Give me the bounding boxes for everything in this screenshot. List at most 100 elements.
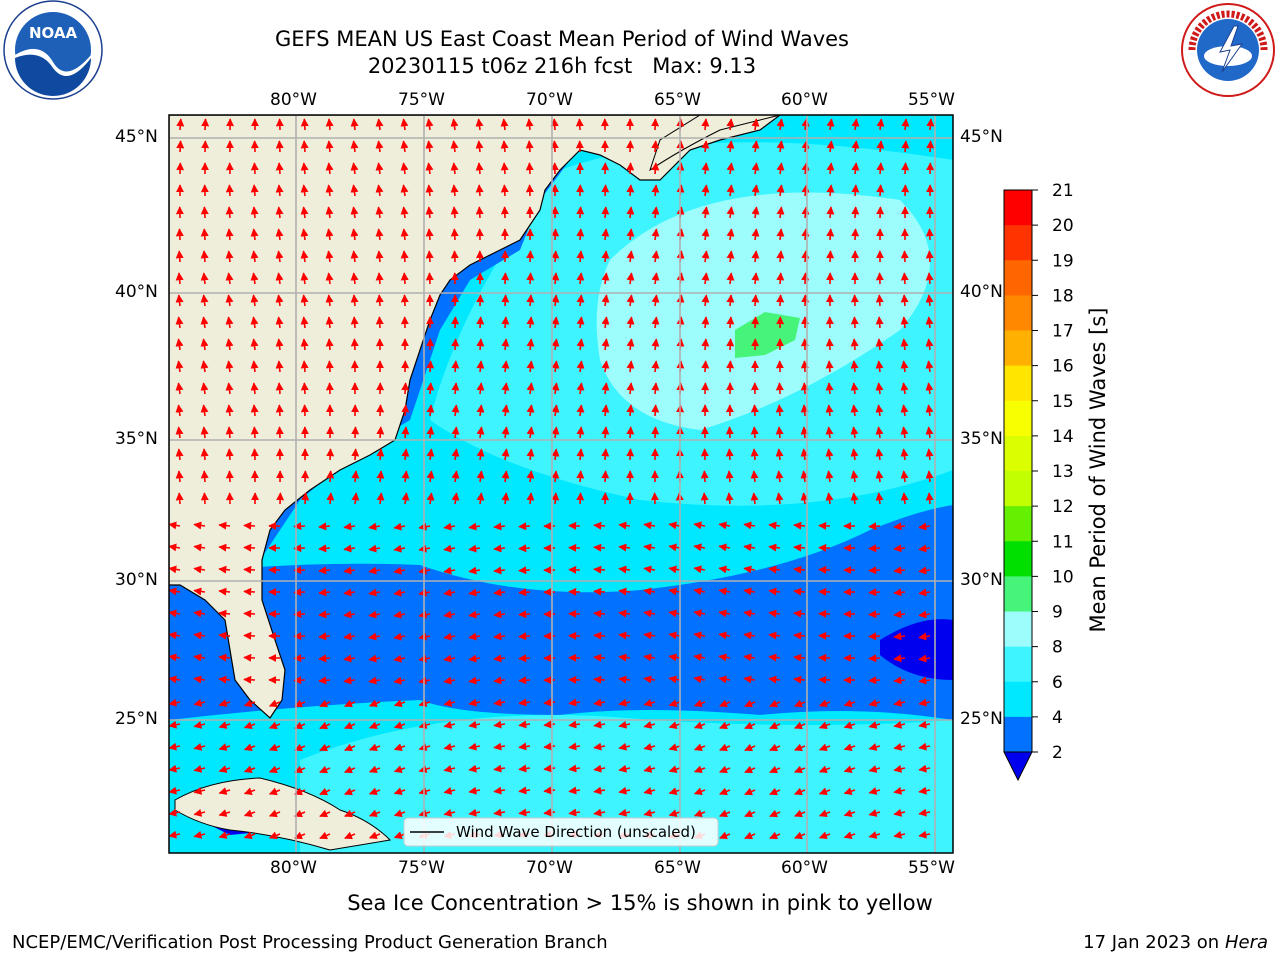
wind-wave-arrow	[601, 206, 610, 219]
wind-wave-arrow	[576, 492, 585, 505]
colorbar-tick-label: 4	[1052, 708, 1063, 728]
wind-wave-arrow	[593, 587, 606, 596]
wind-wave-arrow	[893, 830, 906, 839]
wind-wave-arrow	[400, 228, 409, 241]
wind-wave-arrow	[643, 721, 656, 729]
wind-wave-arrow	[850, 448, 859, 461]
wind-wave-arrow	[169, 587, 181, 596]
wind-wave-arrow	[775, 492, 784, 505]
wind-wave-arrow	[900, 382, 909, 395]
wind-wave-arrow	[843, 721, 856, 729]
wind-wave-arrow	[918, 698, 931, 707]
wind-wave-arrow	[751, 162, 760, 175]
wind-wave-arrow	[501, 448, 510, 461]
wind-wave-arrow	[500, 162, 509, 175]
wind-wave-arrow	[925, 426, 934, 439]
wind-wave-arrow	[725, 470, 734, 483]
wind-wave-arrow	[243, 787, 256, 796]
wind-wave-arrow	[918, 764, 931, 773]
wind-wave-arrow	[826, 118, 835, 131]
wind-wave-arrow	[901, 118, 910, 131]
wind-wave-arrow	[643, 543, 656, 552]
wind-wave-arrow	[426, 492, 435, 505]
wind-wave-arrow	[751, 184, 760, 197]
wind-wave-arrow	[268, 699, 281, 708]
wind-wave-arrow	[425, 228, 434, 241]
wind-wave-arrow	[275, 360, 284, 373]
wind-wave-arrow	[918, 566, 931, 575]
wind-wave-arrow	[243, 675, 256, 684]
wind-wave-arrow	[593, 565, 606, 574]
wind-wave-arrow	[743, 631, 756, 640]
wind-wave-arrow	[893, 522, 906, 531]
wind-wave-arrow	[801, 184, 810, 197]
wind-wave-arrow	[193, 742, 206, 751]
wind-wave-arrow	[501, 470, 510, 483]
wind-wave-arrow	[400, 272, 409, 285]
wind-wave-arrow	[568, 742, 581, 751]
wind-wave-arrow	[393, 544, 406, 553]
wind-wave-arrow	[250, 360, 259, 373]
wind-wave-arrow	[743, 543, 756, 552]
wind-wave-arrow	[426, 404, 435, 417]
wind-wave-arrow	[225, 382, 234, 395]
wind-wave-arrow	[668, 521, 681, 530]
wind-wave-arrow	[393, 743, 406, 751]
wind-wave-arrow	[868, 699, 881, 707]
wind-wave-arrow	[250, 184, 259, 197]
wind-wave-arrow	[651, 272, 660, 285]
colorbar-segment	[1004, 716, 1032, 753]
wind-wave-arrow	[826, 206, 835, 219]
wind-wave-arrow	[918, 786, 931, 795]
wind-wave-arrow	[826, 184, 835, 197]
wind-wave-arrow	[768, 631, 781, 640]
wind-wave-arrow	[319, 765, 331, 774]
wind-wave-arrow	[476, 316, 485, 329]
wind-wave-arrow	[701, 294, 710, 307]
wind-wave-arrow	[901, 140, 910, 153]
wind-wave-arrow	[368, 676, 381, 685]
wind-wave-arrow	[401, 470, 410, 483]
wind-wave-arrow	[344, 831, 356, 840]
wind-wave-arrow	[651, 316, 660, 329]
wind-wave-arrow	[576, 272, 585, 285]
wind-wave-arrow	[618, 521, 631, 530]
wind-wave-arrow	[169, 720, 181, 729]
wind-wave-arrow	[275, 382, 284, 395]
wind-wave-arrow	[169, 764, 181, 773]
wind-wave-arrow	[493, 764, 506, 773]
wind-wave-arrow	[425, 250, 434, 263]
wind-wave-arrow	[718, 587, 731, 596]
wind-wave-arrow	[726, 272, 735, 285]
wind-wave-arrow	[300, 206, 309, 219]
wind-wave-arrow	[893, 676, 906, 685]
wind-wave-arrow	[301, 492, 310, 505]
wind-wave-arrow	[750, 404, 759, 417]
wind-wave-arrow	[719, 831, 731, 840]
wind-wave-arrow	[193, 698, 206, 707]
wind-wave-arrow	[851, 140, 860, 153]
wind-wave-arrow	[626, 228, 635, 241]
wind-wave-arrow	[768, 543, 781, 552]
wind-wave-arrow	[343, 676, 356, 685]
wind-wave-arrow	[926, 118, 935, 131]
wind-wave-arrow	[850, 382, 859, 395]
wind-wave-arrow	[250, 316, 259, 329]
wind-wave-arrow	[344, 765, 356, 774]
wind-wave-arrow	[768, 675, 781, 684]
wind-wave-arrow	[501, 316, 510, 329]
wind-wave-arrow	[401, 404, 410, 417]
map-plot-area	[169, 115, 953, 853]
wind-wave-arrow	[651, 184, 660, 197]
wind-wave-arrow	[425, 272, 434, 285]
wind-wave-arrow	[719, 765, 731, 774]
wind-wave-arrow	[468, 522, 481, 531]
wind-wave-arrow	[201, 118, 210, 131]
wind-wave-arrow	[475, 206, 484, 219]
wind-wave-arrow	[768, 565, 781, 574]
wind-wave-arrow	[876, 118, 885, 131]
map-frame	[168, 114, 954, 854]
wind-wave-arrow	[875, 404, 884, 417]
wind-wave-arrow	[526, 470, 535, 483]
wind-wave-arrow	[900, 360, 909, 373]
